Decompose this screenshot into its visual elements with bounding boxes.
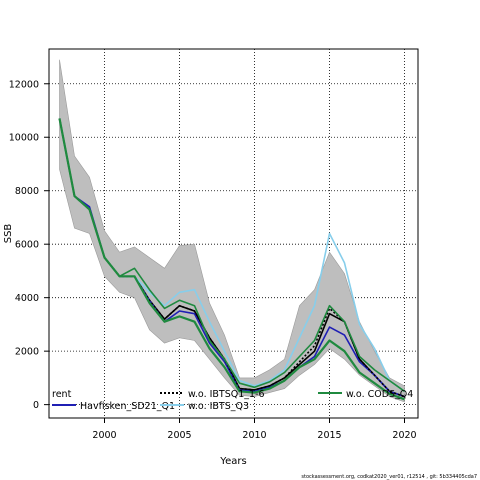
footer-source-text: stockassessment.org, codkat2020_ver01, r… (301, 474, 477, 480)
plot-frame (48, 48, 419, 419)
legend-label-4: w.o. CODS_Q4 (346, 389, 413, 400)
confidence-band (59, 59, 405, 403)
legend-label-0: rent (52, 389, 72, 400)
x-tick-label: 2015 (317, 430, 341, 441)
series-line-5 (58, 118, 405, 401)
y-tick-label: 10000 (9, 133, 39, 144)
y-tick-label: 2000 (15, 347, 39, 358)
series-lines (58, 118, 405, 401)
confidence-band-group (59, 59, 405, 403)
legend-label-2: w.o. IBTSQ1_1-6 (188, 389, 265, 400)
y-tick-label: 0 (33, 400, 39, 411)
y-axis-ticks: 0 2000 4000 6000 8000 10000 12000 (9, 79, 49, 411)
x-tick-label: 2010 (242, 430, 266, 441)
legend-label-3: w.o. IBTS_Q3 (188, 401, 249, 412)
x-axis-ticks: 2000 2005 2010 2015 2020 (92, 418, 417, 441)
y-tick-label: 6000 (15, 240, 39, 251)
x-tick-label: 2000 (92, 430, 116, 441)
y-tick-label: 8000 (15, 186, 39, 197)
legend-label-1: Havfisken_SD21_Q1 (80, 401, 175, 412)
y-tick-label: 4000 (15, 293, 39, 304)
y-tick-label: 12000 (9, 79, 39, 90)
x-tick-label: 2020 (392, 430, 416, 441)
x-tick-label: 2005 (167, 430, 191, 441)
y-axis-title: SSB (3, 224, 14, 244)
x-axis-title: Years (219, 456, 246, 467)
